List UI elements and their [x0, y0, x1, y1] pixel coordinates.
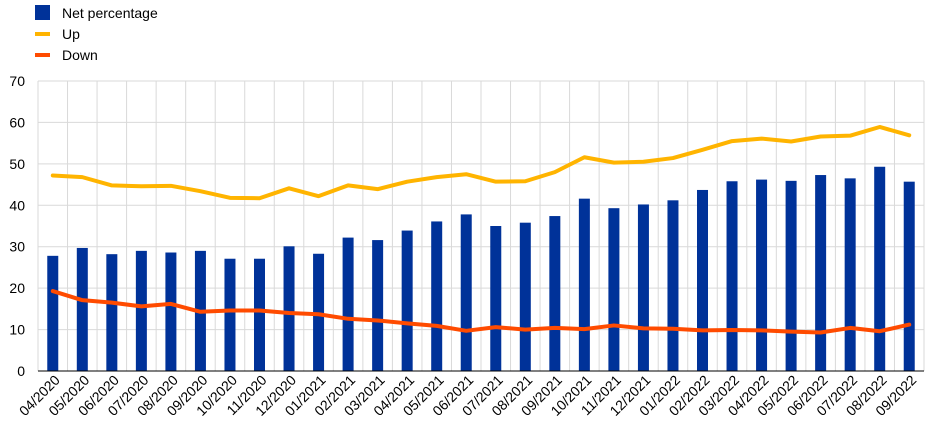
legend-item-net-percentage: Net percentage — [35, 2, 158, 23]
bar-net-percentage — [637, 204, 649, 371]
bar-net-percentage — [874, 166, 886, 371]
bar-net-percentage — [844, 178, 856, 371]
legend-swatch-up — [35, 31, 50, 36]
bar-net-percentage — [815, 175, 827, 371]
bar-net-percentage — [785, 180, 797, 371]
bar-net-percentage — [342, 237, 354, 371]
legend-item-up: Up — [35, 23, 158, 44]
y-tick-label: 30 — [9, 239, 25, 255]
bar-net-percentage — [549, 216, 561, 371]
legend-label-down: Down — [62, 46, 98, 63]
bar-net-percentage — [460, 214, 472, 371]
legend-swatch-net-percentage — [35, 5, 50, 20]
legend-item-down: Down — [35, 44, 158, 65]
y-tick-label: 20 — [9, 280, 25, 296]
bar-net-percentage — [756, 179, 768, 371]
y-tick-label: 40 — [9, 197, 25, 213]
y-tick-label: 50 — [9, 156, 25, 172]
bar-net-percentage — [490, 226, 502, 371]
y-tick-label: 10 — [9, 322, 25, 338]
legend-label-net-percentage: Net percentage — [62, 4, 158, 21]
bar-net-percentage — [667, 200, 679, 371]
bar-net-percentage — [431, 221, 443, 371]
bar-net-percentage — [401, 230, 413, 371]
series-line-up — [50, 124, 912, 201]
bar-net-percentage — [608, 208, 620, 371]
bar-net-percentage — [165, 252, 177, 371]
bar-net-percentage — [903, 181, 915, 371]
legend-label-up: Up — [62, 25, 80, 42]
bar-net-percentage — [283, 246, 295, 371]
y-tick-label: 0 — [17, 363, 25, 379]
bar-net-percentage — [106, 254, 118, 371]
bar-net-percentage — [224, 258, 236, 371]
bar-net-percentage — [47, 255, 59, 371]
bar-net-percentage — [519, 222, 531, 371]
bar-net-percentage — [697, 189, 708, 371]
legend-swatch-down — [35, 52, 50, 57]
bar-net-percentage — [254, 258, 265, 371]
legend: Net percentage Up Down — [35, 2, 158, 65]
bar-net-percentage — [726, 181, 738, 371]
y-tick-label: 60 — [9, 114, 25, 130]
bar-net-percentage — [578, 198, 590, 371]
bar-net-percentage — [372, 240, 384, 371]
bar-net-percentage — [135, 250, 147, 371]
y-tick-label: 70 — [9, 73, 25, 89]
bar-net-percentage — [76, 247, 88, 371]
series-line-down — [50, 289, 912, 335]
